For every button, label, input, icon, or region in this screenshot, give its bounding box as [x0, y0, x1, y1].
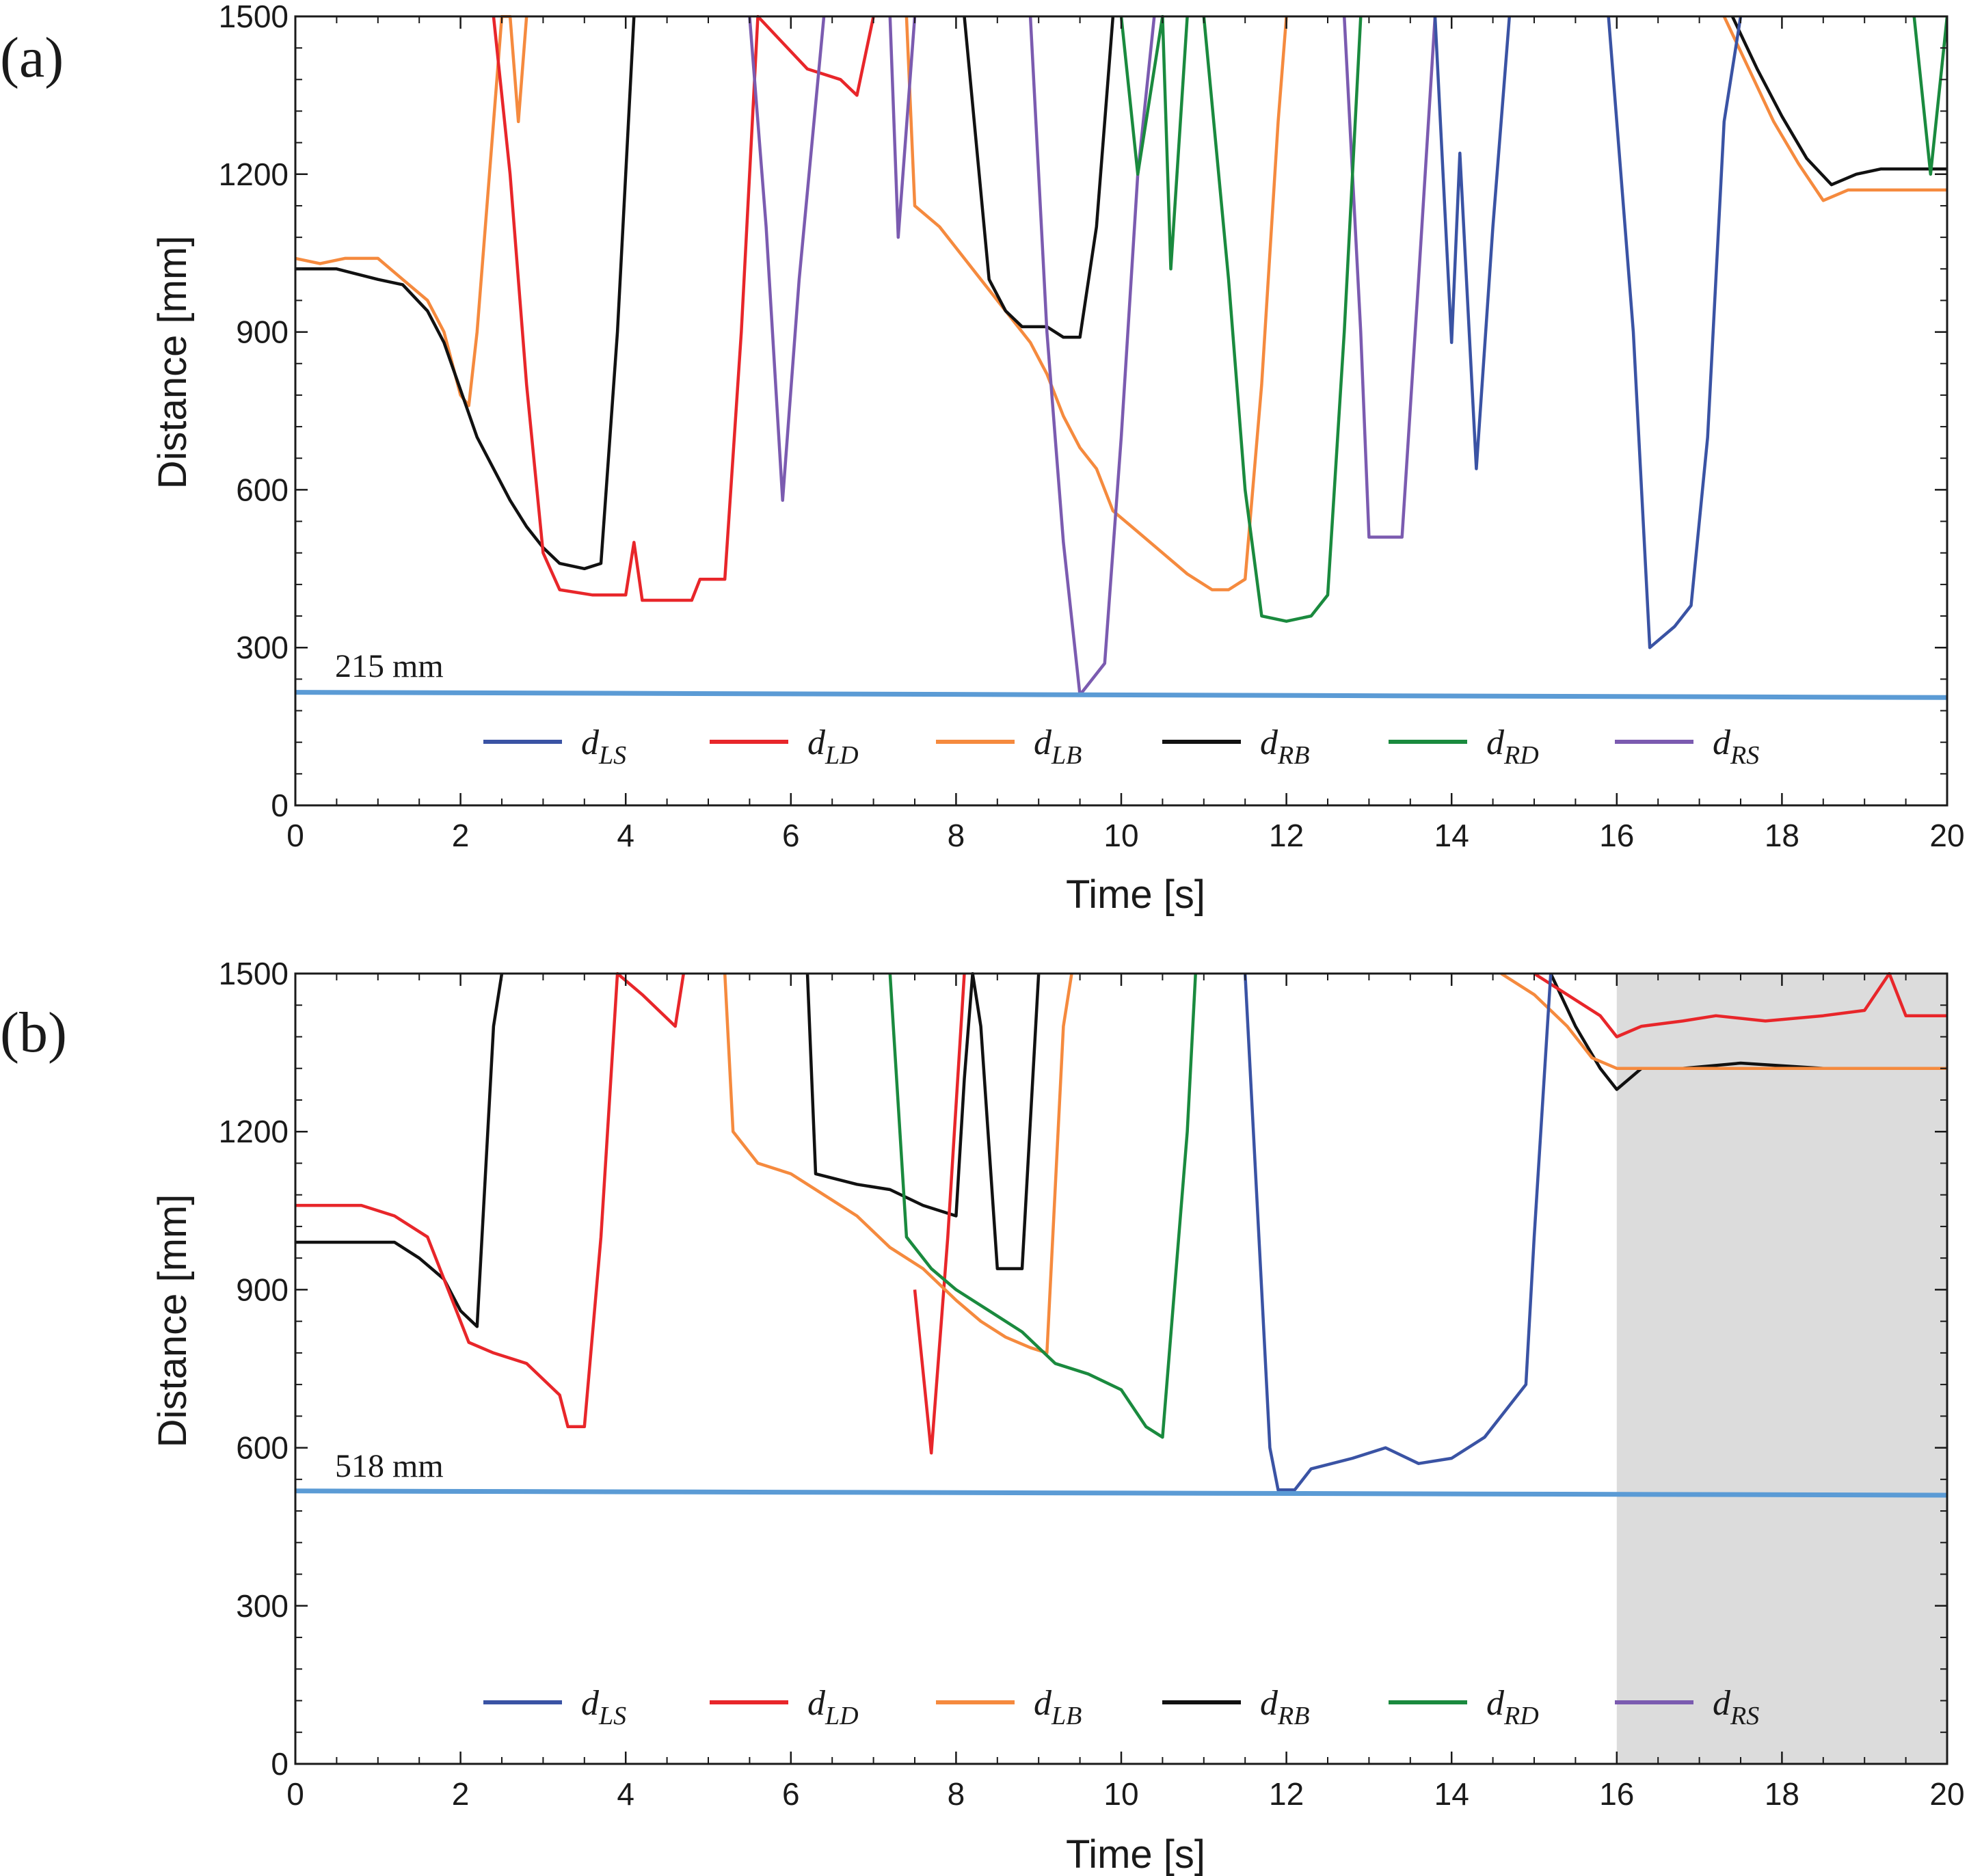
y-axis-label: Distance [mm] — [150, 1194, 195, 1448]
x-tick-label: 8 — [948, 1776, 965, 1812]
series-dRD — [1202, 16, 1363, 623]
series-dRB — [805, 972, 1041, 1270]
legend-label: dRB — [1260, 723, 1309, 770]
legend-label: dLS — [581, 1684, 626, 1730]
series-dRS — [748, 16, 826, 502]
legend-label: dLB — [1034, 1684, 1082, 1730]
threshold-label: 518 mm — [335, 1448, 444, 1484]
legend-item-ld: dLD — [710, 1684, 859, 1730]
series-dLB — [1722, 16, 1947, 202]
series-dLB — [905, 16, 1288, 591]
legend-item-ld: dLD — [710, 723, 859, 770]
x-tick-label: 0 — [286, 818, 304, 853]
legend-item-rd: dRD — [1389, 723, 1539, 770]
chart-panel-a: 0 2 4 6 8 10 12 14 16 18 20 0 300 600 900 1200 1500 dLS d… — [0, 0, 1965, 917]
threshold-line — [295, 1488, 1948, 1498]
legend-item-rd: dRD — [1389, 1684, 1539, 1730]
x-tick-label: 6 — [782, 1776, 800, 1812]
x-tick-label: 2 — [452, 1776, 470, 1812]
x-axis-label: Time [s] — [1066, 1832, 1205, 1876]
series-dRS — [1342, 16, 1437, 539]
x-tick-label: 18 — [1765, 1776, 1799, 1812]
series-dLD — [295, 972, 686, 1429]
legend-label: dLS — [581, 723, 626, 770]
legend-label: dRD — [1486, 1684, 1539, 1730]
series-dRB — [1730, 16, 1947, 187]
x-tick-label: 20 — [1929, 818, 1964, 853]
series-dLB — [1500, 972, 1947, 1070]
x-tick-label: 10 — [1103, 818, 1138, 853]
y-tick-label: 900 — [236, 1272, 289, 1307]
legend-label: dLD — [807, 723, 859, 770]
x-tick-label: 16 — [1599, 1776, 1634, 1812]
y-tick-label: 300 — [236, 630, 289, 665]
y-tick-label: 900 — [236, 314, 289, 350]
x-tick-label: 18 — [1765, 818, 1799, 853]
x-tick-label: 2 — [452, 818, 470, 853]
chart-panel-b: 0 2 4 6 8 10 12 14 16 18 20 0 300 600 900 1200 1500 dLS d… — [0, 956, 1965, 1876]
series-dLD — [913, 973, 966, 1455]
legend-label: dLD — [807, 1684, 859, 1730]
x-tick-label: 20 — [1929, 1776, 1964, 1812]
x-tick-label: 14 — [1434, 1776, 1469, 1812]
series-dRB — [295, 16, 636, 571]
y-tick-label: 300 — [236, 1588, 289, 1624]
plot-frame — [294, 15, 1948, 807]
y-tick-label: 1200 — [219, 157, 289, 192]
y-axis-label: Distance [mm] — [150, 236, 195, 490]
series-dLD — [492, 15, 875, 602]
x-tick-label: 12 — [1269, 818, 1304, 853]
legend-item-rs: dRS — [1615, 723, 1759, 770]
y-tick-label: 1500 — [219, 956, 289, 991]
legend-item-lb: dLB — [936, 723, 1082, 770]
x-tick-label: 8 — [948, 818, 965, 853]
threshold-line — [295, 690, 1948, 700]
panel-label: (a) — [0, 26, 64, 90]
legend-item-rb: dRB — [1162, 1684, 1309, 1730]
y-tick-label: 600 — [236, 1430, 289, 1466]
y-tick-label: 1500 — [219, 0, 289, 34]
legend-label: dRD — [1486, 723, 1539, 770]
y-tick-label: 1200 — [219, 1114, 289, 1149]
legend-item-ls: dLS — [483, 1684, 626, 1730]
x-axis-label: Time [s] — [1066, 872, 1205, 917]
x-tick-label: 6 — [782, 818, 800, 853]
x-tick-label: 12 — [1269, 1776, 1304, 1812]
series-dRD — [888, 973, 1197, 1439]
legend-item-lb: dLB — [936, 1684, 1082, 1730]
series-dLS — [1607, 16, 1743, 649]
x-tick-label: 10 — [1103, 1776, 1138, 1812]
series-dRS — [888, 16, 917, 239]
y-tick-label: 600 — [236, 472, 289, 507]
legend-item-ls: dLS — [483, 723, 626, 770]
legend-label: dRB — [1260, 1684, 1309, 1730]
series-dRD — [1912, 16, 1947, 176]
legend-item-rb: dRB — [1162, 723, 1309, 770]
shaded-region — [1616, 974, 1947, 1764]
legend-item-rs: dRS — [1615, 1684, 1759, 1730]
x-tick-label: 4 — [617, 818, 634, 853]
x-tick-label: 0 — [286, 1776, 304, 1812]
x-tick-label: 4 — [617, 1776, 634, 1812]
x-tick-label: 16 — [1599, 818, 1634, 853]
series-dLS — [1243, 973, 1553, 1492]
series-dLS — [1433, 16, 1512, 470]
legend-label: dRS — [1713, 723, 1759, 770]
threshold-label: 215 mm — [335, 648, 444, 684]
x-tick-label: 14 — [1434, 818, 1469, 853]
series-dRS — [1028, 16, 1156, 697]
series-dRB — [295, 973, 504, 1328]
panel-label: (b) — [0, 1001, 67, 1064]
series-dLB — [723, 973, 1073, 1355]
series-dLB — [295, 15, 528, 407]
series-dRD — [1119, 15, 1189, 271]
legend-label: dLB — [1034, 723, 1082, 770]
y-tick-label: 0 — [271, 1746, 289, 1782]
y-tick-label: 0 — [271, 788, 289, 823]
